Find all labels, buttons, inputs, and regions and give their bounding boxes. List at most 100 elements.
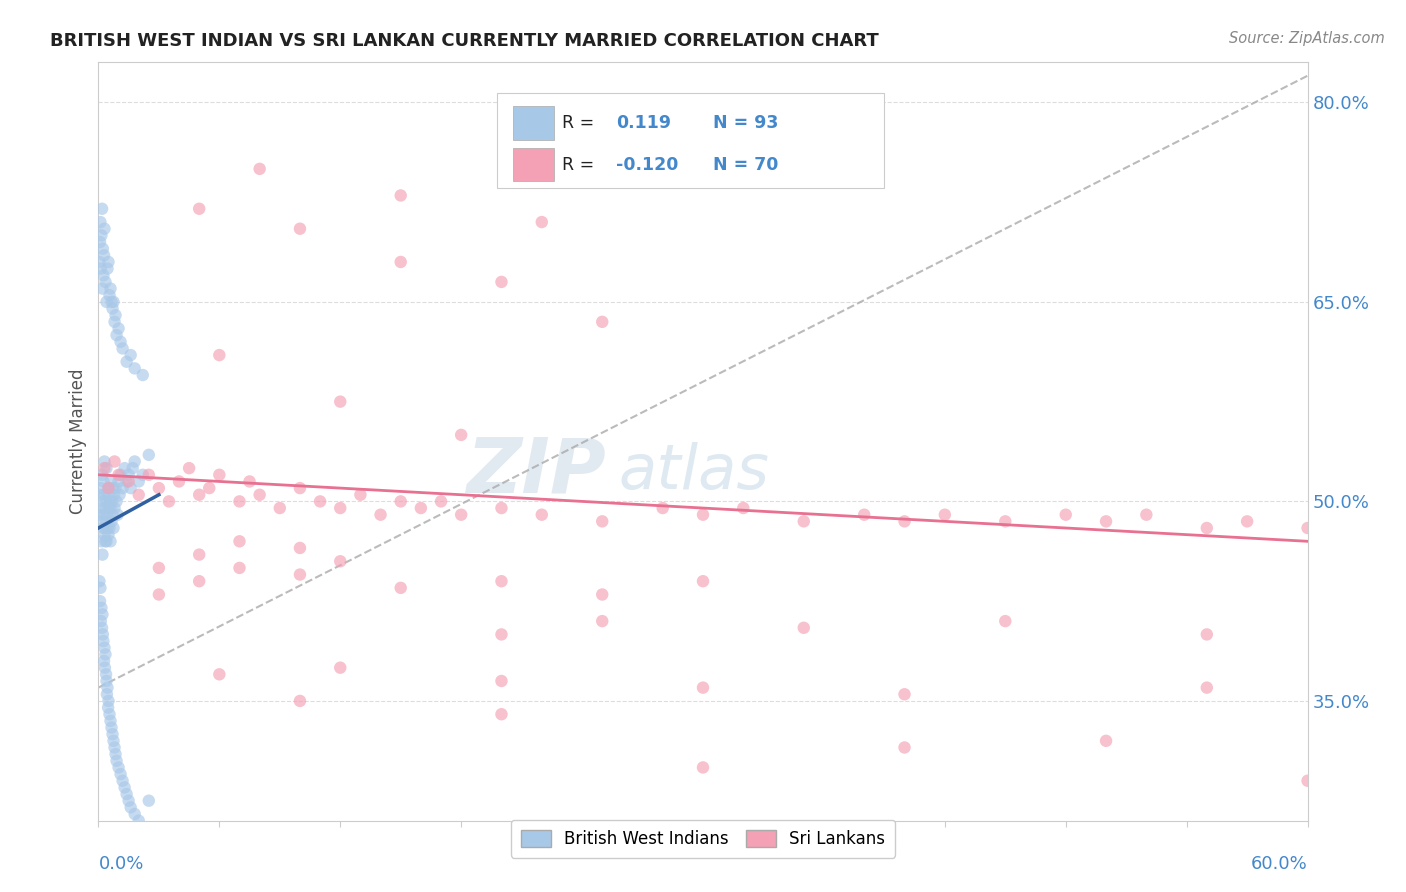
Point	[105, 328, 128, 343]
Point	[96, 494, 118, 508]
Legend: British West Indians, Sri Lankans: British West Indians, Sri Lankans	[510, 820, 896, 858]
Point	[103, 501, 125, 516]
Point	[100, 501, 122, 516]
Point	[97, 255, 120, 269]
Point	[148, 481, 170, 495]
Point	[94, 534, 117, 549]
Point	[91, 627, 114, 641]
Point	[91, 467, 114, 482]
Point	[107, 760, 129, 774]
Point	[91, 202, 114, 216]
Text: N = 70: N = 70	[713, 156, 778, 174]
Point	[120, 348, 142, 362]
Point	[110, 334, 132, 349]
Point	[793, 621, 815, 635]
Point	[104, 747, 127, 761]
Point	[110, 467, 132, 482]
Point	[93, 475, 115, 489]
Point	[97, 700, 120, 714]
Point	[692, 574, 714, 589]
Point	[530, 215, 553, 229]
Point	[733, 501, 755, 516]
Text: ZIP: ZIP	[467, 435, 606, 508]
Point	[491, 627, 513, 641]
Point	[97, 501, 120, 516]
Point	[450, 508, 472, 522]
Point	[409, 501, 432, 516]
Text: 0.0%: 0.0%	[98, 855, 143, 872]
Point	[107, 321, 129, 335]
Point	[91, 621, 114, 635]
Point	[93, 454, 115, 468]
Point	[93, 268, 115, 283]
Point	[103, 734, 125, 748]
Point	[96, 508, 118, 522]
Point	[491, 673, 513, 688]
Point	[94, 667, 117, 681]
Point	[89, 514, 111, 528]
Point	[692, 681, 714, 695]
Point	[370, 508, 392, 522]
Point	[91, 501, 114, 516]
Point	[107, 508, 129, 522]
Point	[530, 508, 553, 522]
Point	[96, 673, 118, 688]
Point	[591, 514, 613, 528]
Point	[100, 714, 122, 728]
Point	[1296, 521, 1319, 535]
Point	[97, 481, 120, 495]
Point	[103, 488, 125, 502]
Text: 0.119: 0.119	[616, 114, 671, 132]
Point	[103, 294, 125, 309]
Point	[101, 508, 124, 522]
Point	[138, 794, 160, 808]
Point	[93, 521, 115, 535]
Point	[118, 467, 141, 482]
Point	[111, 481, 134, 495]
Point	[90, 228, 112, 243]
Point	[349, 488, 371, 502]
Point	[94, 275, 117, 289]
Point	[115, 475, 138, 489]
Point	[121, 461, 143, 475]
Point	[104, 308, 127, 322]
Point	[90, 261, 112, 276]
Point	[188, 488, 211, 502]
FancyBboxPatch shape	[513, 106, 554, 140]
Point	[893, 687, 915, 701]
Point	[132, 368, 155, 382]
Point	[269, 501, 291, 516]
Point	[1095, 734, 1118, 748]
Point	[107, 467, 129, 482]
Point	[1296, 773, 1319, 788]
Point	[249, 488, 271, 502]
Text: Source: ZipAtlas.com: Source: ZipAtlas.com	[1229, 31, 1385, 46]
Point	[994, 514, 1017, 528]
Point	[91, 607, 114, 622]
Point	[104, 481, 127, 495]
Point	[94, 648, 117, 662]
Point	[138, 448, 160, 462]
Point	[101, 494, 124, 508]
Point	[288, 567, 311, 582]
Point	[450, 428, 472, 442]
Point	[115, 355, 138, 369]
Point	[93, 248, 115, 262]
Point	[107, 475, 129, 489]
Point	[249, 161, 271, 176]
Point	[128, 814, 150, 828]
Point	[228, 494, 250, 508]
Point	[1236, 514, 1258, 528]
Point	[148, 561, 170, 575]
Point	[128, 475, 150, 489]
Point	[111, 773, 134, 788]
Point	[1195, 627, 1218, 641]
Point	[114, 461, 136, 475]
Point	[93, 527, 115, 541]
Point	[101, 301, 124, 316]
Point	[89, 581, 111, 595]
Point	[103, 454, 125, 468]
Point	[110, 767, 132, 781]
Point	[111, 342, 134, 356]
Point	[114, 780, 136, 795]
